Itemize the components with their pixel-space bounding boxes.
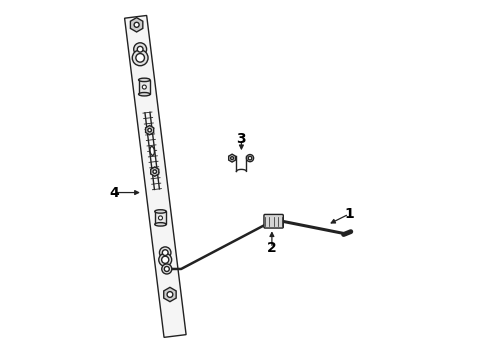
Circle shape bbox=[134, 43, 147, 56]
Circle shape bbox=[132, 50, 148, 66]
Text: 2: 2 bbox=[267, 241, 277, 255]
Text: 3: 3 bbox=[237, 132, 246, 146]
Ellipse shape bbox=[150, 147, 154, 155]
Polygon shape bbox=[151, 167, 159, 176]
Ellipse shape bbox=[155, 222, 166, 226]
Ellipse shape bbox=[155, 210, 166, 213]
Circle shape bbox=[162, 264, 172, 274]
Text: 1: 1 bbox=[344, 207, 354, 221]
Text: 4: 4 bbox=[109, 185, 119, 199]
FancyBboxPatch shape bbox=[155, 211, 166, 224]
FancyBboxPatch shape bbox=[139, 80, 150, 94]
Circle shape bbox=[167, 292, 173, 297]
Circle shape bbox=[134, 22, 139, 27]
Polygon shape bbox=[229, 154, 236, 162]
Circle shape bbox=[137, 46, 143, 52]
Circle shape bbox=[248, 156, 252, 160]
Circle shape bbox=[158, 216, 163, 220]
Polygon shape bbox=[130, 18, 143, 32]
Circle shape bbox=[159, 253, 171, 266]
Polygon shape bbox=[124, 15, 186, 337]
Circle shape bbox=[159, 247, 171, 258]
Circle shape bbox=[164, 266, 170, 271]
Circle shape bbox=[136, 54, 145, 62]
Circle shape bbox=[231, 157, 234, 159]
Circle shape bbox=[142, 85, 147, 89]
Circle shape bbox=[162, 256, 169, 264]
FancyBboxPatch shape bbox=[264, 215, 283, 228]
Polygon shape bbox=[164, 287, 176, 302]
Circle shape bbox=[153, 170, 156, 174]
Ellipse shape bbox=[139, 93, 150, 96]
Circle shape bbox=[162, 250, 168, 256]
Polygon shape bbox=[146, 126, 154, 135]
Circle shape bbox=[246, 154, 254, 162]
Circle shape bbox=[148, 129, 151, 132]
Ellipse shape bbox=[139, 78, 150, 82]
